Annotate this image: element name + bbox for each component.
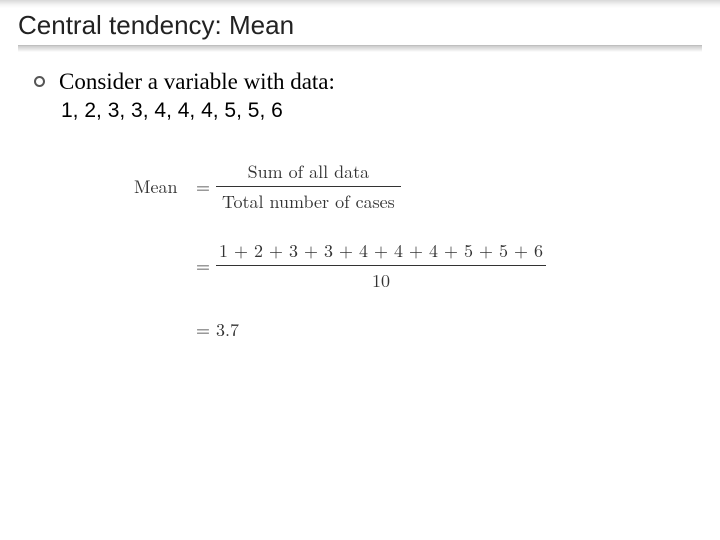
slide-body: Consider a variable with data: 1, 2, 3, … xyxy=(0,52,720,342)
equals-sign: = xyxy=(190,174,216,199)
formula-block: Mean = Sum of all data Total number of c… xyxy=(134,159,720,342)
title-underline xyxy=(18,45,702,52)
slide-title: Central tendency: Mean xyxy=(0,8,720,41)
fraction-numerator: 1 + 2 + 3 + 3 + 4 + 4 + 4 + 5 + 5 + 6 xyxy=(216,238,546,265)
equals-sign: = xyxy=(190,317,216,342)
fraction-denominator: 10 xyxy=(216,266,546,293)
fraction-denominator: Total number of cases xyxy=(216,187,401,214)
equals-sign: = xyxy=(190,253,216,278)
formula-row-2: = 1 + 2 + 3 + 3 + 4 + 4 + 4 + 5 + 5 + 6 … xyxy=(134,238,720,293)
fraction-computation: 1 + 2 + 3 + 3 + 4 + 4 + 4 + 5 + 5 + 6 10 xyxy=(216,238,546,293)
formula-lhs: Mean xyxy=(134,174,190,199)
formula-row-1: Mean = Sum of all data Total number of c… xyxy=(134,159,720,214)
fraction-definition: Sum of all data Total number of cases xyxy=(216,159,401,214)
fraction-numerator: Sum of all data xyxy=(216,159,401,186)
formula-result: 3.7 xyxy=(216,317,239,342)
bullet-item: Consider a variable with data: xyxy=(34,68,720,97)
bullet-icon xyxy=(34,76,45,87)
bullet-text-line1: Consider a variable with data: xyxy=(59,68,335,97)
header-gradient xyxy=(0,0,720,8)
formula-row-3: = 3.7 xyxy=(134,317,720,342)
bullet-text-line2: 1, 2, 3, 3, 4, 4, 4, 5, 5, 6 xyxy=(61,99,720,123)
